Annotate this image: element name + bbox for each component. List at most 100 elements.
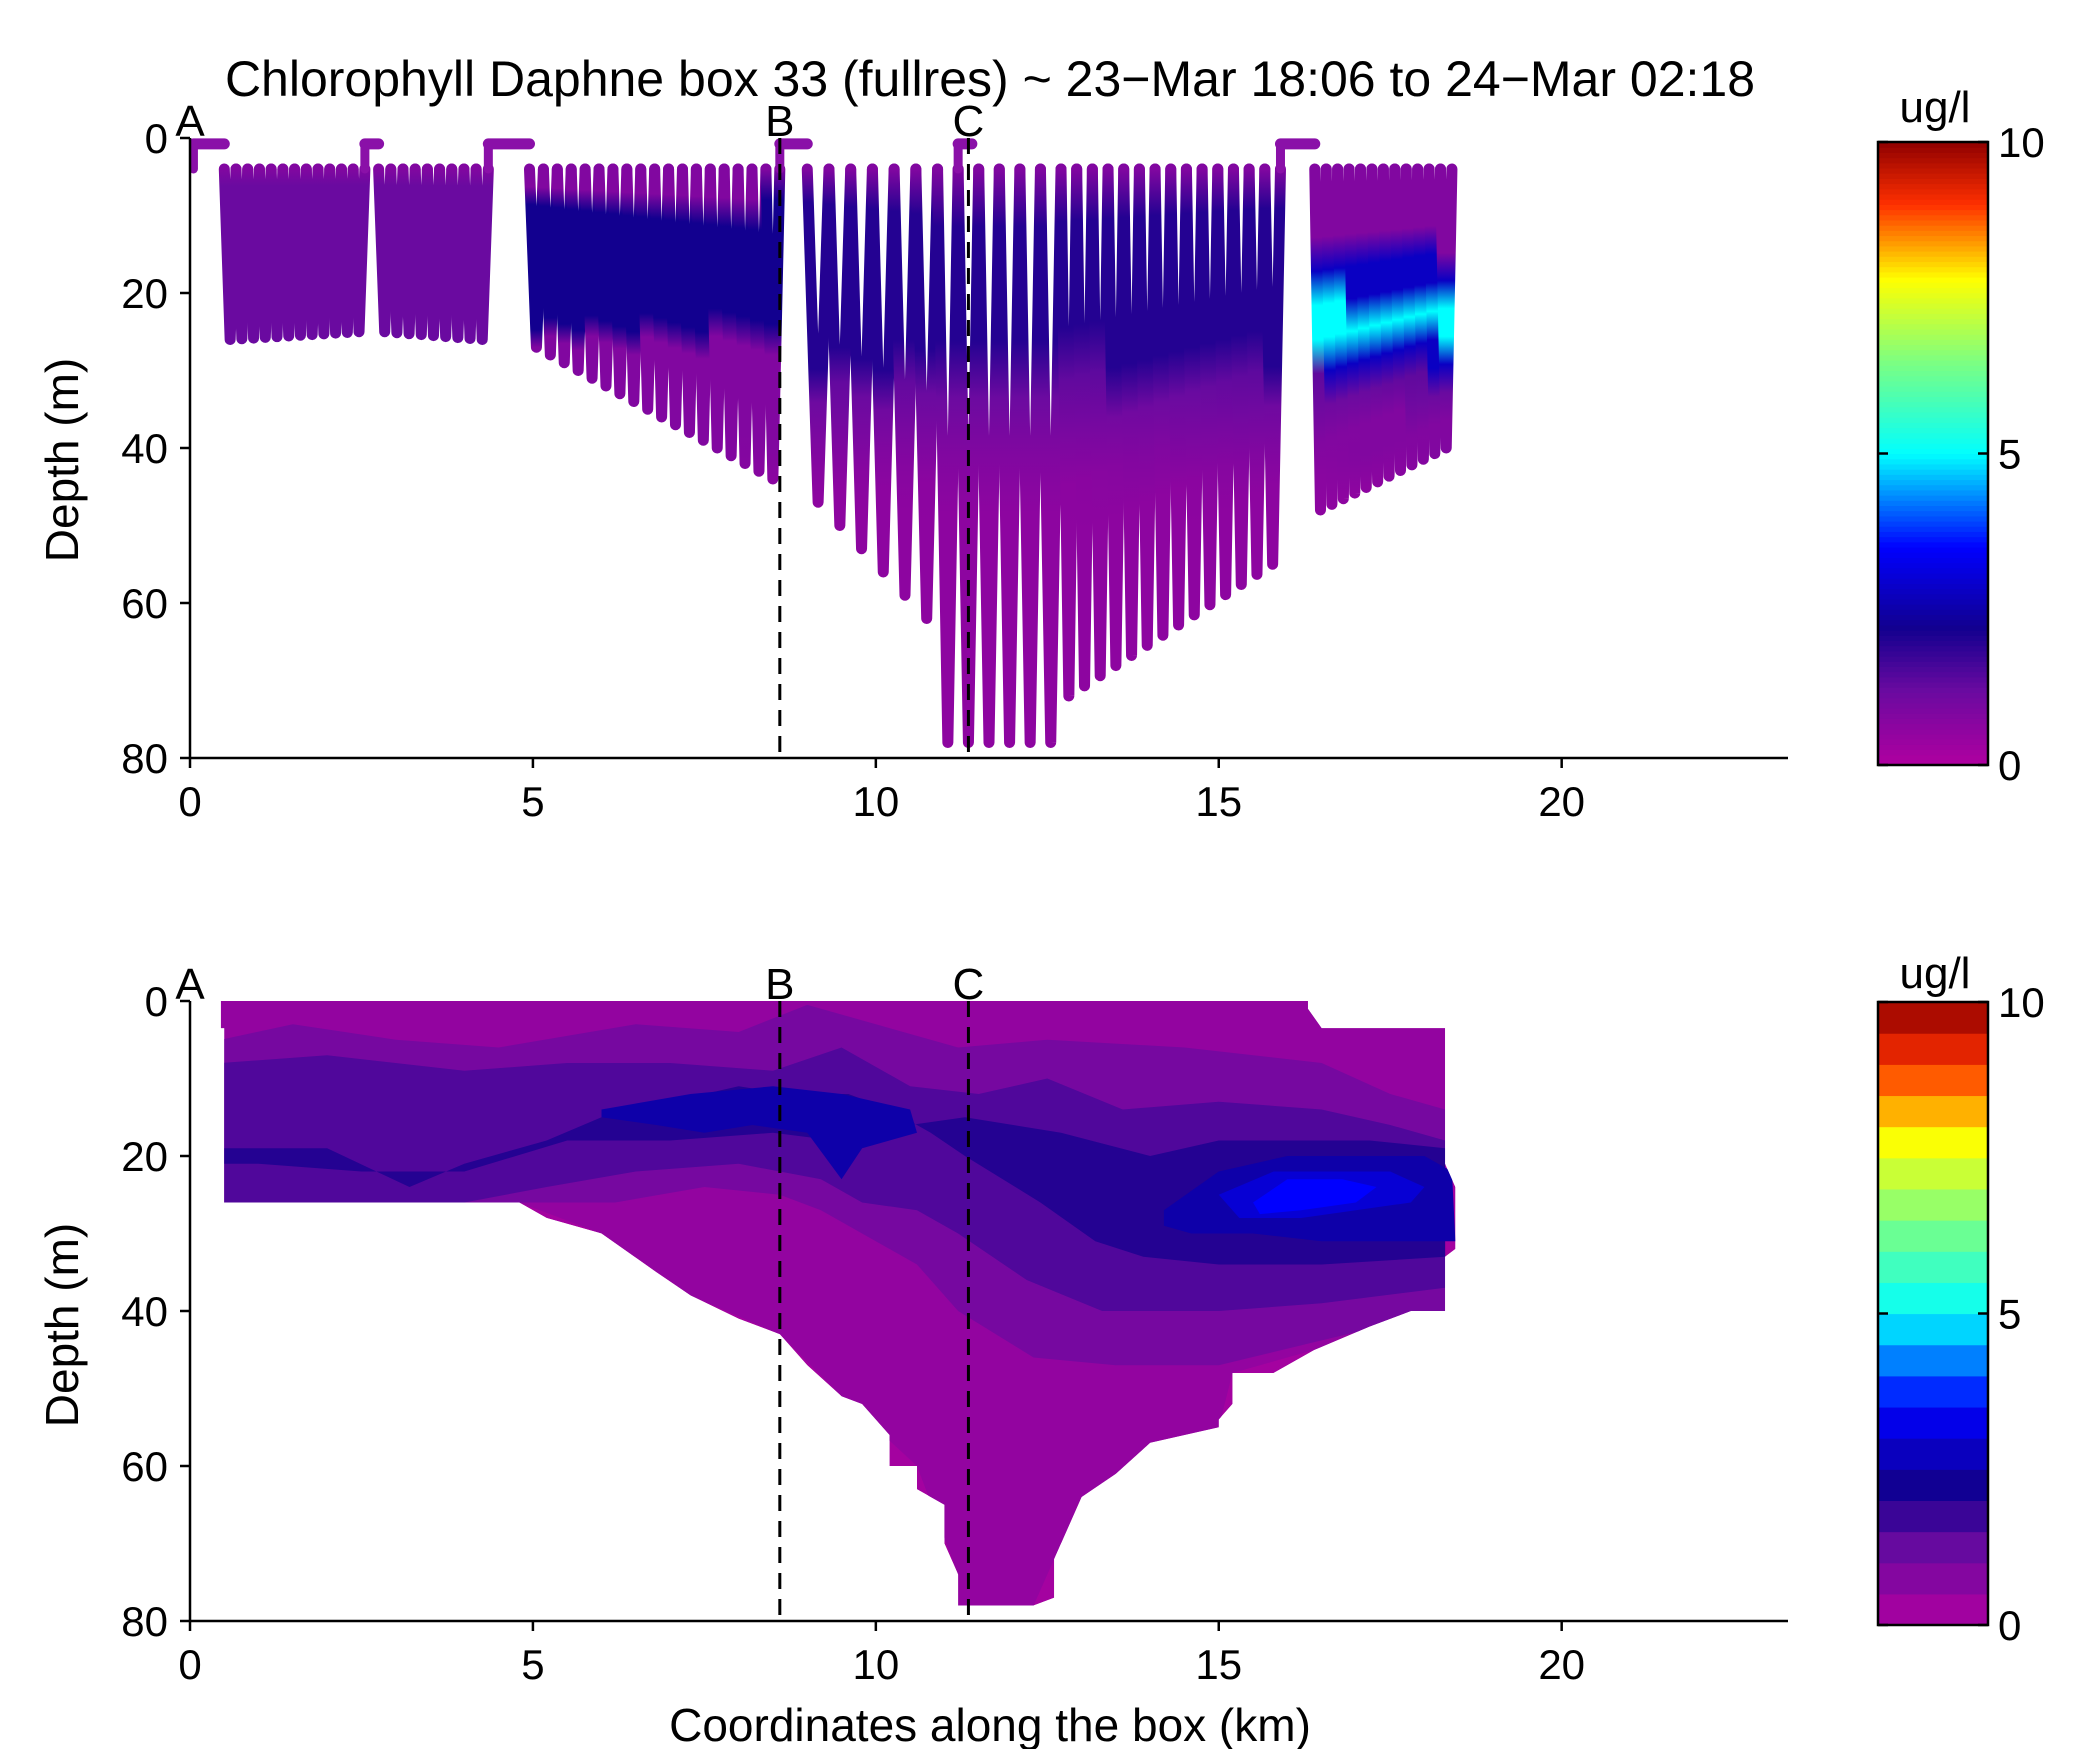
top-colorbar-step-14 — [1878, 687, 1988, 693]
top-colorbar-step-96 — [1878, 261, 1988, 268]
top-colorbar-step-88 — [1878, 302, 1988, 309]
bottom-colorbar-level-13 — [1878, 1188, 1988, 1221]
top-colorbar-step-117 — [1878, 152, 1988, 159]
top-ytick-label-60: 60 — [121, 580, 168, 627]
top-colorbar-step-43 — [1878, 536, 1988, 543]
top-colorbar-step-38 — [1878, 562, 1988, 569]
top-colorbar-step-39 — [1878, 557, 1988, 564]
bottom-colorbar-level-15 — [1878, 1126, 1988, 1159]
bottom-colorbar-level-14 — [1878, 1157, 1988, 1190]
top-colorbar-step-110 — [1878, 188, 1988, 195]
top-colorbar-step-105 — [1878, 214, 1988, 221]
top-colorbar-step-30 — [1878, 604, 1988, 610]
top-xtick-label-15: 15 — [1195, 778, 1242, 825]
top-colorbar-step-29 — [1878, 609, 1988, 616]
top-colorbar-step-97 — [1878, 256, 1988, 263]
profile-3-5 — [910, 163, 944, 624]
profile-3-1 — [823, 163, 857, 531]
top-colorbar-step-7 — [1878, 723, 1988, 730]
top-colorbar-step-70 — [1878, 396, 1988, 403]
top-colorbar-step-61 — [1878, 443, 1988, 449]
top-colorbar-step-57 — [1878, 463, 1988, 470]
top-colorbar-step-63 — [1878, 432, 1988, 439]
bottom-colorbar-tick-label-10: 10 — [1998, 979, 2045, 1026]
top-colorbar-step-34 — [1878, 583, 1988, 590]
bottom-colorbar-tick-label-0: 0 — [1998, 1602, 2021, 1649]
top-colorbar-step-24 — [1878, 635, 1988, 641]
top-colorbar-step-80 — [1878, 344, 1988, 351]
top-colorbar-step-26 — [1878, 624, 1988, 631]
top-colorbar-step-92 — [1878, 282, 1988, 288]
top-colorbar-step-85 — [1878, 318, 1988, 325]
top-colorbar-step-112 — [1878, 178, 1988, 185]
top-colorbar-step-11 — [1878, 702, 1988, 709]
top-colorbar-step-119 — [1878, 142, 1988, 148]
bottom-ytick-label-20: 20 — [121, 1133, 168, 1180]
top-ytick-label-20: 20 — [121, 270, 168, 317]
profile-0-11 — [347, 163, 371, 338]
top-colorbar-step-20 — [1878, 655, 1988, 662]
top-colorbar-step-116 — [1878, 157, 1988, 164]
top-colorbar-tick-label-10: 10 — [1998, 119, 2045, 166]
top-colorbar-tick-label-5: 5 — [1998, 431, 2021, 478]
contour-band-7 — [1253, 1179, 1377, 1215]
top-colorbar-step-54 — [1878, 479, 1988, 486]
top-colorbar-step-64 — [1878, 427, 1988, 434]
top-colorbar-step-0 — [1878, 759, 1988, 766]
top-xtick-label-10: 10 — [852, 778, 899, 825]
marker-label-c: C — [953, 960, 985, 1009]
top-colorbar-step-9 — [1878, 713, 1988, 719]
bottom-xtick-label-5: 5 — [521, 1641, 544, 1688]
top-colorbar-step-5 — [1878, 733, 1988, 740]
top-colorbar-step-25 — [1878, 630, 1988, 636]
top-colorbar-step-23 — [1878, 640, 1988, 647]
top-colorbar-step-67 — [1878, 411, 1988, 418]
top-colorbar-step-42 — [1878, 541, 1988, 548]
top-colorbar-step-78 — [1878, 354, 1988, 361]
bottom-xlabel: Coordinates along the box (km) — [669, 1699, 1311, 1749]
profile-2-17 — [760, 163, 786, 485]
profile-5-13 — [1259, 163, 1286, 570]
top-colorbar-step-32 — [1878, 593, 1988, 600]
bottom-ylabel: Depth (m) — [36, 1223, 88, 1427]
top-colorbar-step-101 — [1878, 235, 1988, 242]
profile-3-0 — [801, 163, 835, 508]
bottom-colorbar-level-17 — [1878, 1064, 1988, 1097]
top-colorbar-step-107 — [1878, 204, 1988, 211]
top-colorbar-step-81 — [1878, 339, 1988, 346]
top-colorbar-step-84 — [1878, 323, 1988, 330]
profile-3-3 — [866, 163, 900, 578]
top-colorbar-step-28 — [1878, 614, 1988, 621]
bottom-ytick-label-40: 40 — [121, 1288, 168, 1335]
top-colorbar-step-44 — [1878, 531, 1988, 538]
profile-6-11 — [1435, 163, 1458, 454]
top-colorbar-step-56 — [1878, 469, 1988, 475]
top-colorbar-step-113 — [1878, 173, 1988, 179]
top-colorbar: 0 5 10 — [1876, 119, 2045, 789]
bottom-xtick-label-0: 0 — [178, 1641, 201, 1688]
top-colorbar-step-118 — [1878, 147, 1988, 153]
top-colorbar-step-102 — [1878, 230, 1988, 237]
bottom-xtick-label-20: 20 — [1538, 1641, 1585, 1688]
top-colorbar-step-77 — [1878, 360, 1988, 366]
top-colorbar-step-108 — [1878, 199, 1988, 205]
bottom-colorbar-level-19 — [1878, 1002, 1988, 1034]
top-colorbar-step-17 — [1878, 671, 1988, 678]
top-colorbar-step-31 — [1878, 598, 1988, 605]
top-colorbar-step-69 — [1878, 401, 1988, 408]
top-colorbar-step-100 — [1878, 240, 1988, 247]
top-colorbar-step-74 — [1878, 375, 1988, 382]
top-colorbar-step-18 — [1878, 666, 1988, 673]
top-colorbar-step-15 — [1878, 681, 1988, 688]
top-colorbar-step-98 — [1878, 251, 1988, 257]
top-colorbar-step-103 — [1878, 225, 1988, 231]
top-colorbar-label: ug/l — [1900, 83, 1971, 132]
top-ytick-label-80: 80 — [121, 735, 168, 782]
bottom-ytick-label-0: 0 — [145, 978, 168, 1025]
top-colorbar-step-1 — [1878, 754, 1988, 761]
